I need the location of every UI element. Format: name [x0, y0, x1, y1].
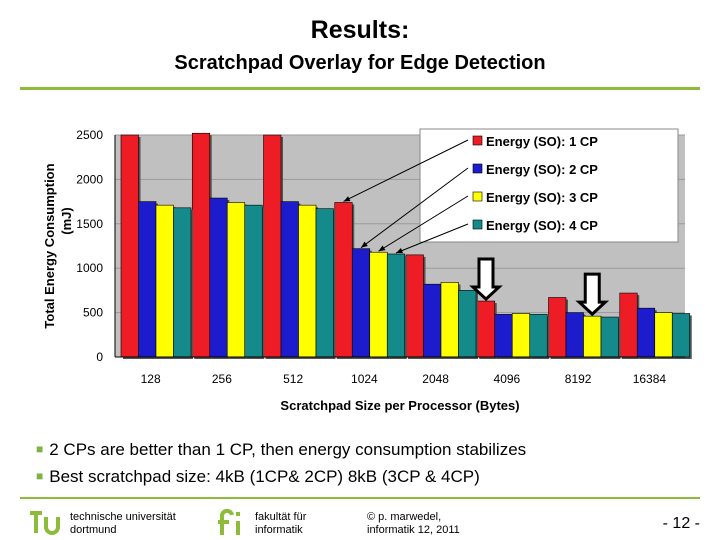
fi-logo-icon	[218, 509, 240, 535]
top-divider	[20, 87, 700, 90]
annotation-arrow	[378, 195, 469, 252]
bar	[565, 312, 584, 358]
bullet-text: 2 CPs are better than 1 CP, then energy …	[49, 440, 527, 459]
annotation-arrow	[343, 139, 469, 202]
y-axis-label: Total Energy Consumption	[42, 163, 57, 328]
annotation-arrowhead	[361, 241, 368, 248]
x-tick-label: 4096	[494, 372, 521, 386]
bar	[600, 316, 619, 358]
best-size-down-arrow	[469, 257, 503, 302]
bar	[619, 292, 638, 358]
bar	[654, 312, 673, 358]
bullet-text: Best scratchpad size: 4kB (1CP& 2CP) 8kB…	[49, 467, 480, 486]
y-tick-label: 2500	[76, 128, 103, 142]
legend-label: Energy (SO): 4 CP	[486, 218, 598, 233]
bar	[440, 282, 459, 358]
bar	[511, 313, 531, 358]
footer-university: technische universität dortmund	[70, 511, 176, 536]
legend-swatch	[472, 163, 483, 174]
bar	[548, 297, 567, 358]
tu-logo-icon	[30, 511, 60, 535]
bar	[138, 201, 157, 358]
square-bullet-icon: ■	[36, 469, 44, 483]
bar	[191, 132, 211, 358]
bar	[226, 202, 246, 358]
bar	[529, 314, 548, 358]
square-bullet-icon: ■	[36, 442, 44, 456]
bar	[209, 197, 228, 358]
legend-box	[419, 128, 679, 243]
x-tick-label: 256	[212, 372, 232, 386]
bullet-item: ■ 2 CPs are better than 1 CP, then energy…	[36, 437, 526, 464]
bar	[351, 248, 371, 358]
bar	[298, 204, 317, 358]
legend-label: Energy (SO): 3 CP	[486, 190, 598, 205]
bar	[315, 208, 334, 358]
legend-swatch	[472, 135, 483, 146]
bar	[423, 283, 442, 358]
annotation-arrowhead	[378, 245, 386, 252]
y-tick-label: 500	[83, 306, 103, 320]
bar	[120, 134, 139, 358]
bar	[636, 307, 656, 358]
legend-label: Energy (SO): 2 CP	[486, 162, 598, 177]
best-size-down-arrow	[575, 272, 610, 317]
footer-author: © p. marwedel, informatik 12, 2011	[367, 511, 460, 536]
legend-swatch	[472, 191, 483, 202]
energy-bar-chart: 0 500 1000 1500 2000 2500 128 256 512 1024 2048 409…	[42, 128, 692, 413]
bar	[244, 204, 263, 358]
bar	[671, 313, 691, 358]
y-tick-label: 0	[96, 350, 103, 364]
x-tick-label: 128	[141, 372, 161, 386]
legend-swatch	[472, 219, 483, 230]
annotation-arrow	[395, 223, 469, 254]
annotation-arrow	[360, 167, 469, 249]
bar	[263, 134, 282, 358]
y-tick-label: 2000	[76, 172, 103, 186]
bar	[334, 202, 353, 358]
bar	[386, 253, 406, 358]
bar	[494, 314, 513, 358]
bar	[280, 201, 299, 358]
x-tick-label: 512	[283, 372, 303, 386]
bar	[405, 254, 424, 358]
footer-faculty: fakultät für informatik	[255, 511, 307, 536]
annotation-arrowhead	[343, 196, 351, 202]
bar	[458, 290, 477, 358]
x-axis-label: Scratchpad Size per Processor (Bytes)	[280, 398, 519, 413]
bar	[173, 207, 192, 358]
footer-divider	[20, 497, 700, 499]
y-tick-label: 1500	[76, 217, 103, 231]
bar	[583, 315, 602, 358]
x-tick-label: 1024	[351, 372, 378, 386]
slide-title: Results:	[310, 16, 410, 44]
legend-label: Energy (SO): 1 CP	[486, 134, 598, 149]
y-tick-label: 1000	[76, 261, 103, 275]
bar	[369, 251, 388, 358]
bar	[155, 204, 174, 358]
y-axis-unit-label: (mJ)	[59, 207, 74, 234]
x-tick-label: 2048	[422, 372, 449, 386]
x-tick-label: 8192	[565, 372, 592, 386]
slide-subtitle: Scratchpad Overlay for Edge Detection	[174, 52, 546, 74]
x-tick-label: 16384	[633, 372, 667, 386]
bullet-list: ■ 2 CPs are better than 1 CP, then energy…	[36, 437, 526, 491]
page-number: - 12 -	[662, 515, 700, 532]
annotation-arrowhead	[396, 248, 403, 254]
bullet-item: ■ Best scratchpad size: 4kB (1CP& 2CP) 8k…	[36, 464, 526, 491]
bar	[476, 300, 496, 358]
